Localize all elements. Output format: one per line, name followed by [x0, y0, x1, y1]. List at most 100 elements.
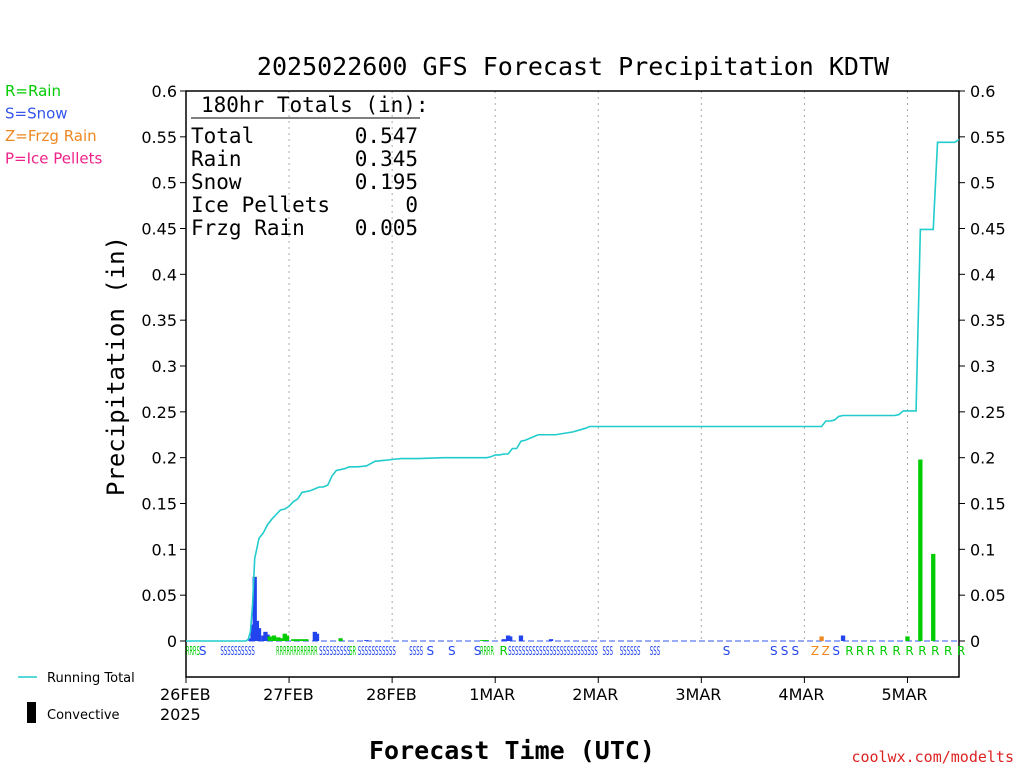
x-tick-label: 26FEB [160, 685, 211, 704]
precip-type-letter: SR [349, 644, 356, 658]
y-tick-label: 0.35 [970, 311, 1006, 330]
totals-value: 0.195 [355, 170, 418, 194]
precip-bar [304, 639, 309, 641]
totals-value: 0.005 [355, 216, 418, 240]
plot-frame [185, 90, 960, 678]
precip-bar [267, 636, 272, 641]
precip-type-letter: S [832, 644, 840, 658]
precip-bar [480, 640, 485, 641]
credit-text: coolwx.com/modelts [851, 748, 1014, 766]
convective-swatch [27, 702, 36, 723]
precip-type-letter: S [474, 644, 482, 658]
y-axis-right: 0 0.05 0.1 0.15 0.2 0.25 0.3 0.35 0.4 0.45 0.5 0.55… [959, 82, 1006, 651]
y-tick-label: 0 [970, 632, 980, 651]
y-tick-label: 0.4 [152, 265, 177, 284]
precip-bar [276, 637, 281, 641]
precip-type-letter: R [880, 644, 888, 658]
y-tick-label: 0 [167, 632, 177, 651]
y-tick-label: 0.55 [970, 128, 1006, 147]
precip-type-letter: SSSSSSSSSS [220, 644, 255, 658]
precip-type-letter: R [905, 644, 913, 658]
precip-type-letter: S [448, 644, 456, 658]
totals-box: 180hr Totals (in): Total 0.547 Rain 0.345 Sn… [191, 93, 429, 240]
precip-type-letter: S [426, 644, 434, 658]
legend-type-entry: Z=Frzg Rain [5, 127, 97, 145]
precip-type-letter: R [931, 644, 939, 658]
y-tick-label: 0.6 [970, 82, 995, 101]
precip-type-letter: R [856, 644, 864, 658]
precip-type-letter: R [944, 644, 952, 658]
x-tick-label: 2MAR [572, 685, 618, 704]
precip-bar [840, 635, 846, 641]
precip-type-letter: RRRRRRRRRRRR [276, 644, 317, 658]
precip-type-letter: SSSSSS [620, 644, 641, 658]
x-tick-label: 4MAR [778, 685, 824, 704]
precip-type-letter: SSS [603, 644, 613, 658]
precip-type-letter: SSSSSSSSSSSSSSSSSSSSSSSSSS [508, 644, 598, 658]
precip-type-letter: Z [811, 644, 819, 658]
totals-label: Rain [191, 147, 242, 171]
totals-value: 0.345 [355, 147, 418, 171]
precip-bar [508, 636, 513, 641]
x-tick-label: 5MAR [881, 685, 927, 704]
totals-value: 0 [405, 193, 418, 217]
totals-heading: 180hr Totals (in): [201, 93, 429, 117]
day-gridlines [288, 91, 908, 641]
y-tick-label: 0.5 [970, 174, 995, 193]
precip-type-letter: SSSSSSSSS [319, 644, 350, 658]
totals-label: Frzg Rain [191, 216, 305, 240]
precip-type-letter: R [867, 644, 875, 658]
precip-bar [338, 638, 343, 641]
series-legend: Running Total Convective [18, 671, 135, 723]
precip-bar [295, 639, 300, 641]
legend-type-entry: P=Ice Pellets [5, 150, 102, 168]
y-tick-label: 0.25 [141, 403, 177, 422]
precip-bar [291, 639, 296, 641]
precip-type-letter: S [770, 644, 778, 658]
legend-series-label: Running Total [47, 671, 135, 686]
legend-series-label: Convective [47, 708, 120, 723]
y-tick-label: 0.5 [152, 174, 177, 193]
y-tick-label: 0.3 [970, 357, 995, 376]
precip-type-letter: S [781, 644, 789, 658]
precip-bar [364, 640, 369, 641]
precipitation-bars [248, 459, 936, 641]
x-axis-label: Forecast Time (UTC) [369, 736, 655, 765]
y-tick-label: 0.3 [152, 357, 177, 376]
precip-type-letter: R [892, 644, 900, 658]
y-tick-label: 0.6 [152, 82, 177, 101]
precip-type-letter: R [957, 644, 965, 658]
y-tick-label: 0.4 [970, 265, 995, 284]
chart-title: 2025022600 GFS Forecast Precipitation KD… [257, 52, 890, 81]
precip-bar [548, 639, 554, 641]
y-tick-label: 0.45 [970, 220, 1006, 239]
y-tick-label: 0.55 [141, 128, 177, 147]
precip-bar [299, 639, 305, 641]
x-tick-label: 1MAR [469, 685, 515, 704]
y-tick-label: 0.1 [152, 540, 177, 559]
precip-type-letter: S [792, 644, 800, 658]
y-tick-label: 0.25 [970, 403, 1006, 422]
y-tick-label: 0.15 [970, 495, 1006, 514]
legend-type-entry: S=Snow [5, 105, 68, 123]
y-tick-label: 0.1 [970, 540, 995, 559]
totals-value: 0.547 [355, 124, 418, 148]
precip-bar [284, 635, 290, 641]
y-tick-label: 0.2 [152, 449, 177, 468]
legend-type-entry: R=Rain [5, 82, 61, 100]
precip-type-letter: SSSS [409, 644, 423, 658]
precip-type-letter: RRRR [480, 644, 494, 658]
precip-type-letter: SSS [650, 644, 660, 658]
precip-bar [905, 636, 910, 641]
precip-type-letter: R [499, 644, 507, 658]
precip-bar [918, 459, 923, 641]
precip-type-letter: R [845, 644, 853, 658]
precip-type-letter: RRRS [186, 644, 200, 658]
x-tick-label: 28FEB [366, 685, 417, 704]
totals-label: Snow [191, 170, 242, 194]
precip-type-letter: S [199, 644, 207, 658]
precip-bar [819, 636, 824, 641]
